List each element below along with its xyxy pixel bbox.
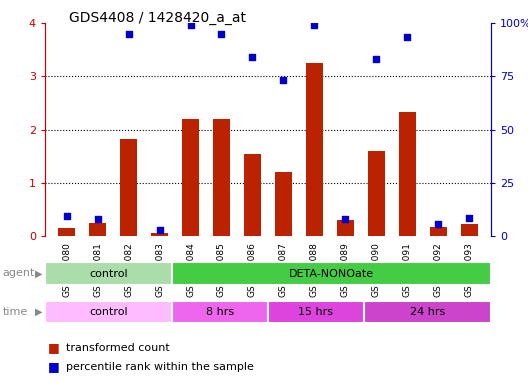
Bar: [306, 63, 323, 236]
Bar: [89, 223, 106, 236]
Point: [403, 34, 412, 40]
Text: ▶: ▶: [35, 268, 43, 278]
Text: ▶: ▶: [35, 307, 43, 317]
Point: [248, 54, 257, 60]
Text: time: time: [3, 307, 28, 317]
Bar: [364, 301, 491, 323]
Bar: [172, 301, 268, 323]
Bar: [337, 220, 354, 236]
Bar: [368, 151, 385, 236]
Bar: [45, 301, 172, 323]
Bar: [244, 154, 261, 236]
Text: control: control: [89, 307, 128, 317]
Point: [155, 227, 164, 233]
Bar: [268, 301, 364, 323]
Text: GDS4408 / 1428420_a_at: GDS4408 / 1428420_a_at: [69, 11, 246, 25]
Text: DETA-NONOate: DETA-NONOate: [289, 268, 374, 279]
Point: [217, 31, 225, 37]
Text: control: control: [89, 268, 128, 279]
Bar: [275, 172, 292, 236]
Text: 8 hrs: 8 hrs: [206, 307, 234, 317]
Point: [310, 22, 319, 28]
Bar: [399, 112, 416, 236]
Text: percentile rank within the sample: percentile rank within the sample: [66, 362, 254, 372]
Point: [465, 215, 474, 221]
Point: [124, 31, 133, 37]
Text: 24 hrs: 24 hrs: [410, 307, 445, 317]
Point: [279, 76, 288, 83]
Bar: [430, 227, 447, 236]
Bar: [172, 262, 491, 285]
Point: [93, 216, 102, 222]
Bar: [213, 119, 230, 236]
Text: ■: ■: [48, 360, 59, 373]
Text: transformed count: transformed count: [66, 343, 169, 353]
Point: [62, 213, 71, 219]
Text: ■: ■: [48, 341, 59, 354]
Bar: [58, 228, 75, 236]
Bar: [120, 139, 137, 236]
Bar: [182, 119, 199, 236]
Bar: [461, 224, 478, 236]
Bar: [45, 262, 172, 285]
Point: [434, 221, 442, 227]
Point: [372, 56, 381, 62]
Text: agent: agent: [3, 268, 35, 278]
Bar: [151, 233, 168, 236]
Point: [341, 216, 350, 222]
Point: [186, 22, 195, 28]
Text: 15 hrs: 15 hrs: [298, 307, 333, 317]
